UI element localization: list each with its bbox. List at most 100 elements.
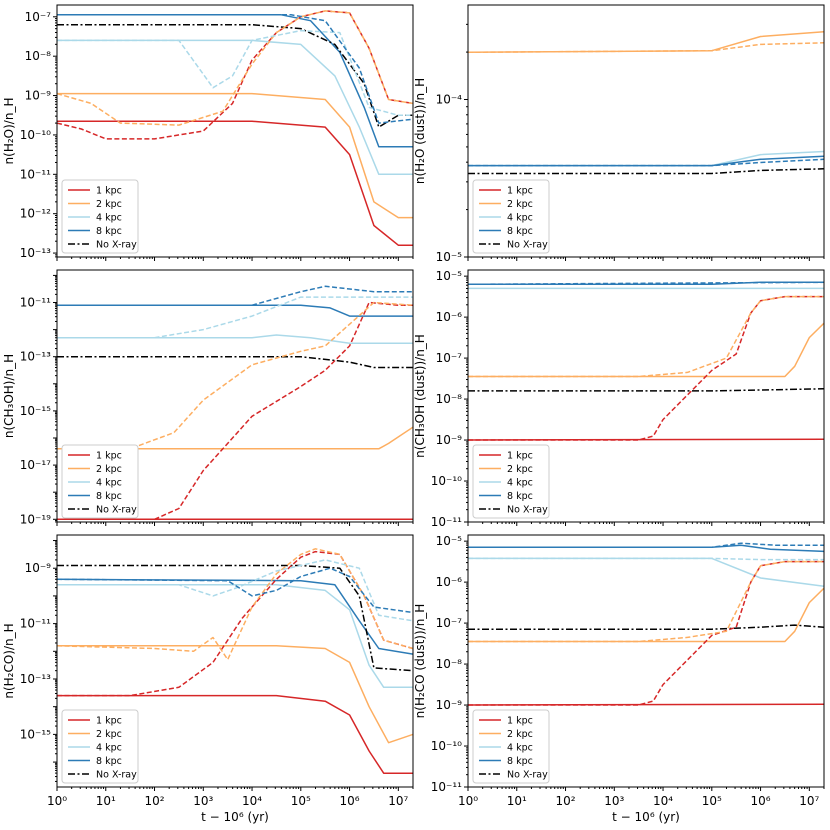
plot-frame [467, 534, 825, 788]
x-tick-label: 10⁷ [388, 794, 408, 808]
x-tick-label: 10⁵ [702, 794, 722, 808]
plot-frame [56, 534, 414, 788]
x-tick-label: 10⁰ [458, 794, 478, 808]
y-tick-label: 10⁻⁴ [436, 93, 463, 107]
panel-top-left: 10⁻⁷ 10⁻⁸ 10⁻⁹ 10⁻¹⁰ 10⁻¹¹ 10⁻¹² 10⁻¹³ n(H₂O)/n… [2, 4, 414, 261]
y-axis-label: n(H₂O)/n_H [2, 98, 16, 165]
y-tick-label: 10⁻⁶ [436, 310, 463, 324]
y-axis-label: n(H₂CO)/n_H [2, 623, 16, 698]
series-line-2kpc-solid [57, 92, 413, 219]
series-line-4kpc-solid [57, 334, 413, 344]
y-tick-label: 10⁻⁷ [436, 351, 463, 365]
y-tick-label: 10⁻⁷ [436, 616, 463, 630]
series-line-noxray-dashdot [57, 564, 413, 672]
legend-label-noxray: No X-ray [96, 240, 137, 251]
legend: 1 kpc 2 kpc 4 kpc 8 kpc No X-ray [472, 444, 550, 519]
panel-middle-left: 10⁻¹¹ 10⁻¹³ 10⁻¹⁵ 10⁻¹⁷ 10⁻¹⁹ n(CH₃OH)/n_H 1 k… [2, 269, 414, 526]
series-line-2kpc-dashed [57, 10, 413, 126]
y-tick-label: 10⁻⁹ [25, 561, 52, 575]
series-line-4kpc-dashed [57, 559, 413, 622]
series-line-2kpc-solid [57, 645, 413, 744]
y-tick-label: 10⁻⁸ [436, 657, 463, 671]
legend-label-2kpc: 2 kpc [96, 464, 122, 475]
y-axis-label: n(H₂O (dust))/n_H [413, 78, 427, 184]
x-axis-label: t − 10⁶ (yr) [201, 810, 269, 824]
y-tick-label: 10⁻⁵ [436, 269, 463, 283]
series-line-4kpc-solid [57, 39, 413, 176]
legend-label-4kpc: 4 kpc [507, 743, 533, 754]
y-tick-label: 10⁻¹¹ [20, 617, 51, 631]
series-line-2kpc-solid [57, 426, 413, 450]
series-line-1kpc-dashed [57, 550, 413, 697]
legend: 1 kpc 2 kpc 4 kpc 8 kpc No X-ray [61, 709, 139, 784]
series-line-4kpc-solid [57, 584, 413, 689]
y-tick-label: 10⁻⁸ [436, 392, 463, 406]
series-line-8kpc-solid [468, 544, 824, 553]
series-line-1kpc-solid [468, 703, 824, 706]
legend-label-noxray: No X-ray [507, 505, 548, 516]
x-tick-label: 10¹ [507, 794, 527, 808]
legend-label-noxray: No X-ray [96, 770, 137, 781]
legend-label-1kpc: 1 kpc [507, 186, 533, 197]
y-tick-label: 10⁻¹⁰ [431, 474, 462, 488]
series-line-1kpc-solid [468, 438, 824, 441]
x-tick-label: 10⁶ [340, 794, 360, 808]
legend-label-1kpc: 1 kpc [96, 186, 122, 197]
y-tick-label: 10⁻¹⁰ [20, 128, 51, 142]
x-tick-label: 10² [144, 794, 164, 808]
series-line-4kpc-solid [468, 557, 824, 587]
y-tick-label: 10⁻¹³ [20, 246, 51, 260]
series-group [57, 285, 413, 521]
legend-label-8kpc: 8 kpc [507, 226, 533, 237]
series-group [468, 542, 824, 706]
panel-middle-right: 10⁻⁵ 10⁻⁶ 10⁻⁷ 10⁻⁸ 10⁻⁹ 10⁻¹⁰ 10⁻¹¹ n(CH₃OH (d… [413, 269, 825, 529]
legend-label-noxray: No X-ray [96, 505, 137, 516]
legend: 1 kpc 2 kpc 4 kpc 8 kpc No X-ray [472, 709, 550, 784]
legend: 1 kpc 2 kpc 4 kpc 8 kpc No X-ray [472, 179, 550, 254]
legend: 1 kpc 2 kpc 4 kpc 8 kpc No X-ray [61, 444, 139, 519]
y-tick-label: 10⁻¹² [20, 207, 51, 221]
x-tick-label: 10² [555, 794, 575, 808]
legend-label-noxray: No X-ray [507, 240, 548, 251]
legend-label-2kpc: 2 kpc [507, 464, 533, 475]
panel-bottom-left: 10⁰ 10¹ 10² 10³ 10⁴ 10⁵ 10⁶ 10⁷ 10⁻⁹ 10⁻¹¹ 10⁻¹³ 10… [2, 534, 414, 824]
legend-label-2kpc: 2 kpc [96, 199, 122, 210]
series-line-8kpc-solid [57, 578, 413, 655]
y-tick-label: 10⁻⁹ [436, 433, 463, 447]
series-line-2kpc-dashed [57, 548, 413, 661]
x-tick-label: 10³ [604, 794, 624, 808]
series-line-8kpc-dashed [57, 285, 413, 306]
y-tick-label: 10⁻¹³ [20, 350, 51, 364]
series-line-noxray-dashdot [468, 168, 824, 175]
series-line-1kpc-dashed [468, 560, 824, 706]
y-tick-label: 10⁻⁸ [25, 49, 52, 63]
y-tick-label: 10⁻⁷ [25, 10, 52, 24]
plot-frame [467, 269, 825, 523]
plot-frame [467, 4, 825, 258]
series-line-2kpc-solid [468, 31, 824, 54]
x-tick-label: 10¹ [96, 794, 116, 808]
legend: 1 kpc 2 kpc 4 kpc 8 kpc No X-ray [61, 179, 139, 254]
legend-label-4kpc: 4 kpc [507, 213, 533, 224]
legend-label-2kpc: 2 kpc [507, 199, 533, 210]
legend-box [472, 709, 550, 784]
panel-bottom-right: 10⁰ 10¹ 10² 10³ 10⁴ 10⁵ 10⁶ 10⁷ 10⁻⁵ 10⁻⁶ 10⁻⁷ 10⁻⁸… [413, 534, 825, 824]
legend-label-8kpc: 8 kpc [96, 226, 122, 237]
legend-label-8kpc: 8 kpc [507, 756, 533, 767]
y-tick-label: 10⁻¹³ [20, 672, 51, 686]
y-tick-label: 10⁻¹⁵ [20, 727, 51, 741]
x-axis-label: t − 10⁶ (yr) [612, 810, 680, 824]
series-line-1kpc-dashed [468, 295, 824, 441]
legend-label-8kpc: 8 kpc [96, 756, 122, 767]
series-line-4kpc-dashed [57, 29, 413, 117]
series-line-2kpc-dashed [468, 560, 824, 643]
legend-label-4kpc: 4 kpc [96, 213, 122, 224]
x-tick-label: 10⁵ [291, 794, 311, 808]
series-line-8kpc-dashed [468, 158, 824, 167]
series-group [468, 281, 824, 441]
legend-label-1kpc: 1 kpc [507, 716, 533, 727]
series-line-noxray-dashdot [468, 624, 824, 630]
series-line-8kpc-dashed [57, 14, 413, 124]
series-line-2kpc-dashed [468, 42, 824, 54]
series-line-noxray-dashdot [468, 388, 824, 392]
